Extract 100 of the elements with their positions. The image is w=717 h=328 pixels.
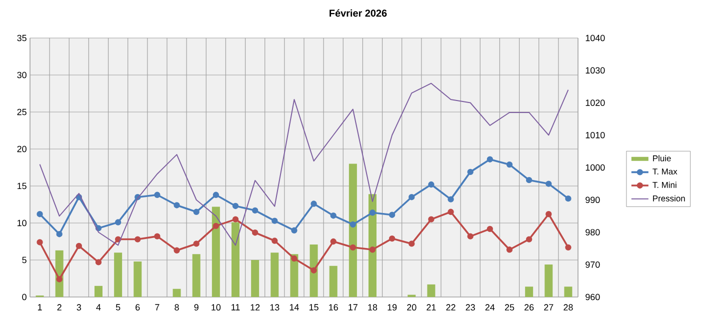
point <box>330 238 336 245</box>
y2-tick-label: 960 <box>586 294 600 300</box>
point <box>272 238 278 244</box>
point <box>154 233 160 240</box>
bar <box>232 222 240 297</box>
point <box>291 227 298 234</box>
point <box>448 196 454 202</box>
point <box>154 192 160 198</box>
x-tick-label: 17 <box>348 304 358 310</box>
bar <box>94 286 102 297</box>
point <box>350 244 356 251</box>
x-tick-label: 7 <box>155 304 160 310</box>
point <box>232 216 239 222</box>
x-tick-label: 13 <box>270 304 280 311</box>
x-tick-label: 28 <box>564 304 573 311</box>
x-tick-label: 26 <box>524 304 534 311</box>
point <box>272 218 278 224</box>
legend-label: Pression <box>653 195 685 202</box>
point <box>291 255 298 262</box>
point <box>369 210 376 216</box>
y-tick-label: 15 <box>18 182 26 190</box>
point <box>428 216 434 222</box>
y2-tick-label: 970 <box>586 261 600 268</box>
line-series <box>39 82 569 246</box>
chart-title: Février 2026 <box>330 9 387 17</box>
bar <box>544 264 553 297</box>
bar <box>564 286 572 297</box>
x-tick-label: 12 <box>250 304 260 310</box>
y-tick-label: 35 <box>17 34 26 42</box>
point <box>546 211 552 218</box>
y2-tick-label: 1030 <box>586 67 605 74</box>
point <box>252 230 258 236</box>
x-tick-label: 10 <box>212 304 221 311</box>
bar <box>212 206 220 297</box>
x-tick-label: 21 <box>426 304 436 310</box>
point <box>56 276 62 282</box>
y-tick-label: 20 <box>17 146 26 152</box>
x-tick-label: 8 <box>174 304 179 311</box>
x-tick-label: 19 <box>388 304 397 311</box>
x-tick-label: 27 <box>544 304 554 310</box>
y2-tick-label: 1000 <box>586 164 605 171</box>
point <box>388 212 396 218</box>
point <box>174 202 180 208</box>
x-tick-label: 16 <box>329 304 338 311</box>
x-tick-label: 1 <box>38 304 42 310</box>
point <box>408 240 415 247</box>
bar <box>251 260 260 297</box>
x-tick-label: 24 <box>485 304 495 310</box>
point <box>212 222 220 230</box>
y-tick-label: 0 <box>22 294 26 300</box>
point <box>526 236 532 242</box>
bar <box>368 194 377 297</box>
bar <box>525 286 534 297</box>
y2-tick-label: 1010 <box>586 132 605 138</box>
point <box>486 156 494 162</box>
x-tick-label: 25 <box>504 304 514 311</box>
y2-tick-label: 980 <box>586 229 600 236</box>
point <box>252 207 258 214</box>
point <box>408 194 415 200</box>
x-tick-label: 18 <box>368 304 378 311</box>
legend-label: T. Max <box>652 168 678 174</box>
point <box>369 246 376 253</box>
bar <box>310 244 318 297</box>
x-tick-label: 4 <box>96 304 101 310</box>
point <box>448 208 454 215</box>
point <box>486 226 494 232</box>
point <box>174 247 180 254</box>
point <box>546 180 552 187</box>
point <box>467 233 474 240</box>
x-tick-label: 23 <box>466 304 475 311</box>
x-tick-label: 20 <box>407 304 416 311</box>
point <box>506 161 513 168</box>
x-tick-label: 2 <box>57 304 62 310</box>
bar <box>192 254 200 297</box>
x-tick-label: 14 <box>290 304 299 310</box>
y2-tick-label: 1020 <box>586 100 605 106</box>
point <box>467 168 474 176</box>
y-tick-label: 25 <box>17 108 26 116</box>
point <box>114 236 122 242</box>
point <box>95 259 102 266</box>
point <box>134 236 141 242</box>
point <box>506 246 513 253</box>
point <box>310 267 317 274</box>
bar <box>172 288 181 297</box>
x-tick-label: 22 <box>446 304 456 310</box>
bar <box>134 261 142 297</box>
x-tick-label: 6 <box>136 304 140 311</box>
x-tick-label: 11 <box>232 304 240 310</box>
bar <box>114 252 122 297</box>
point <box>388 235 396 242</box>
legend-label: T. Mini <box>652 182 676 188</box>
point <box>212 192 220 198</box>
x-tick-label: 5 <box>116 304 120 310</box>
y-tick-label: 10 <box>18 220 26 226</box>
y-tick-label: 5 <box>22 256 26 264</box>
point <box>56 231 62 238</box>
point <box>36 239 43 246</box>
y2-tick-label: 990 <box>586 196 600 204</box>
point <box>193 208 200 215</box>
point <box>565 195 572 202</box>
